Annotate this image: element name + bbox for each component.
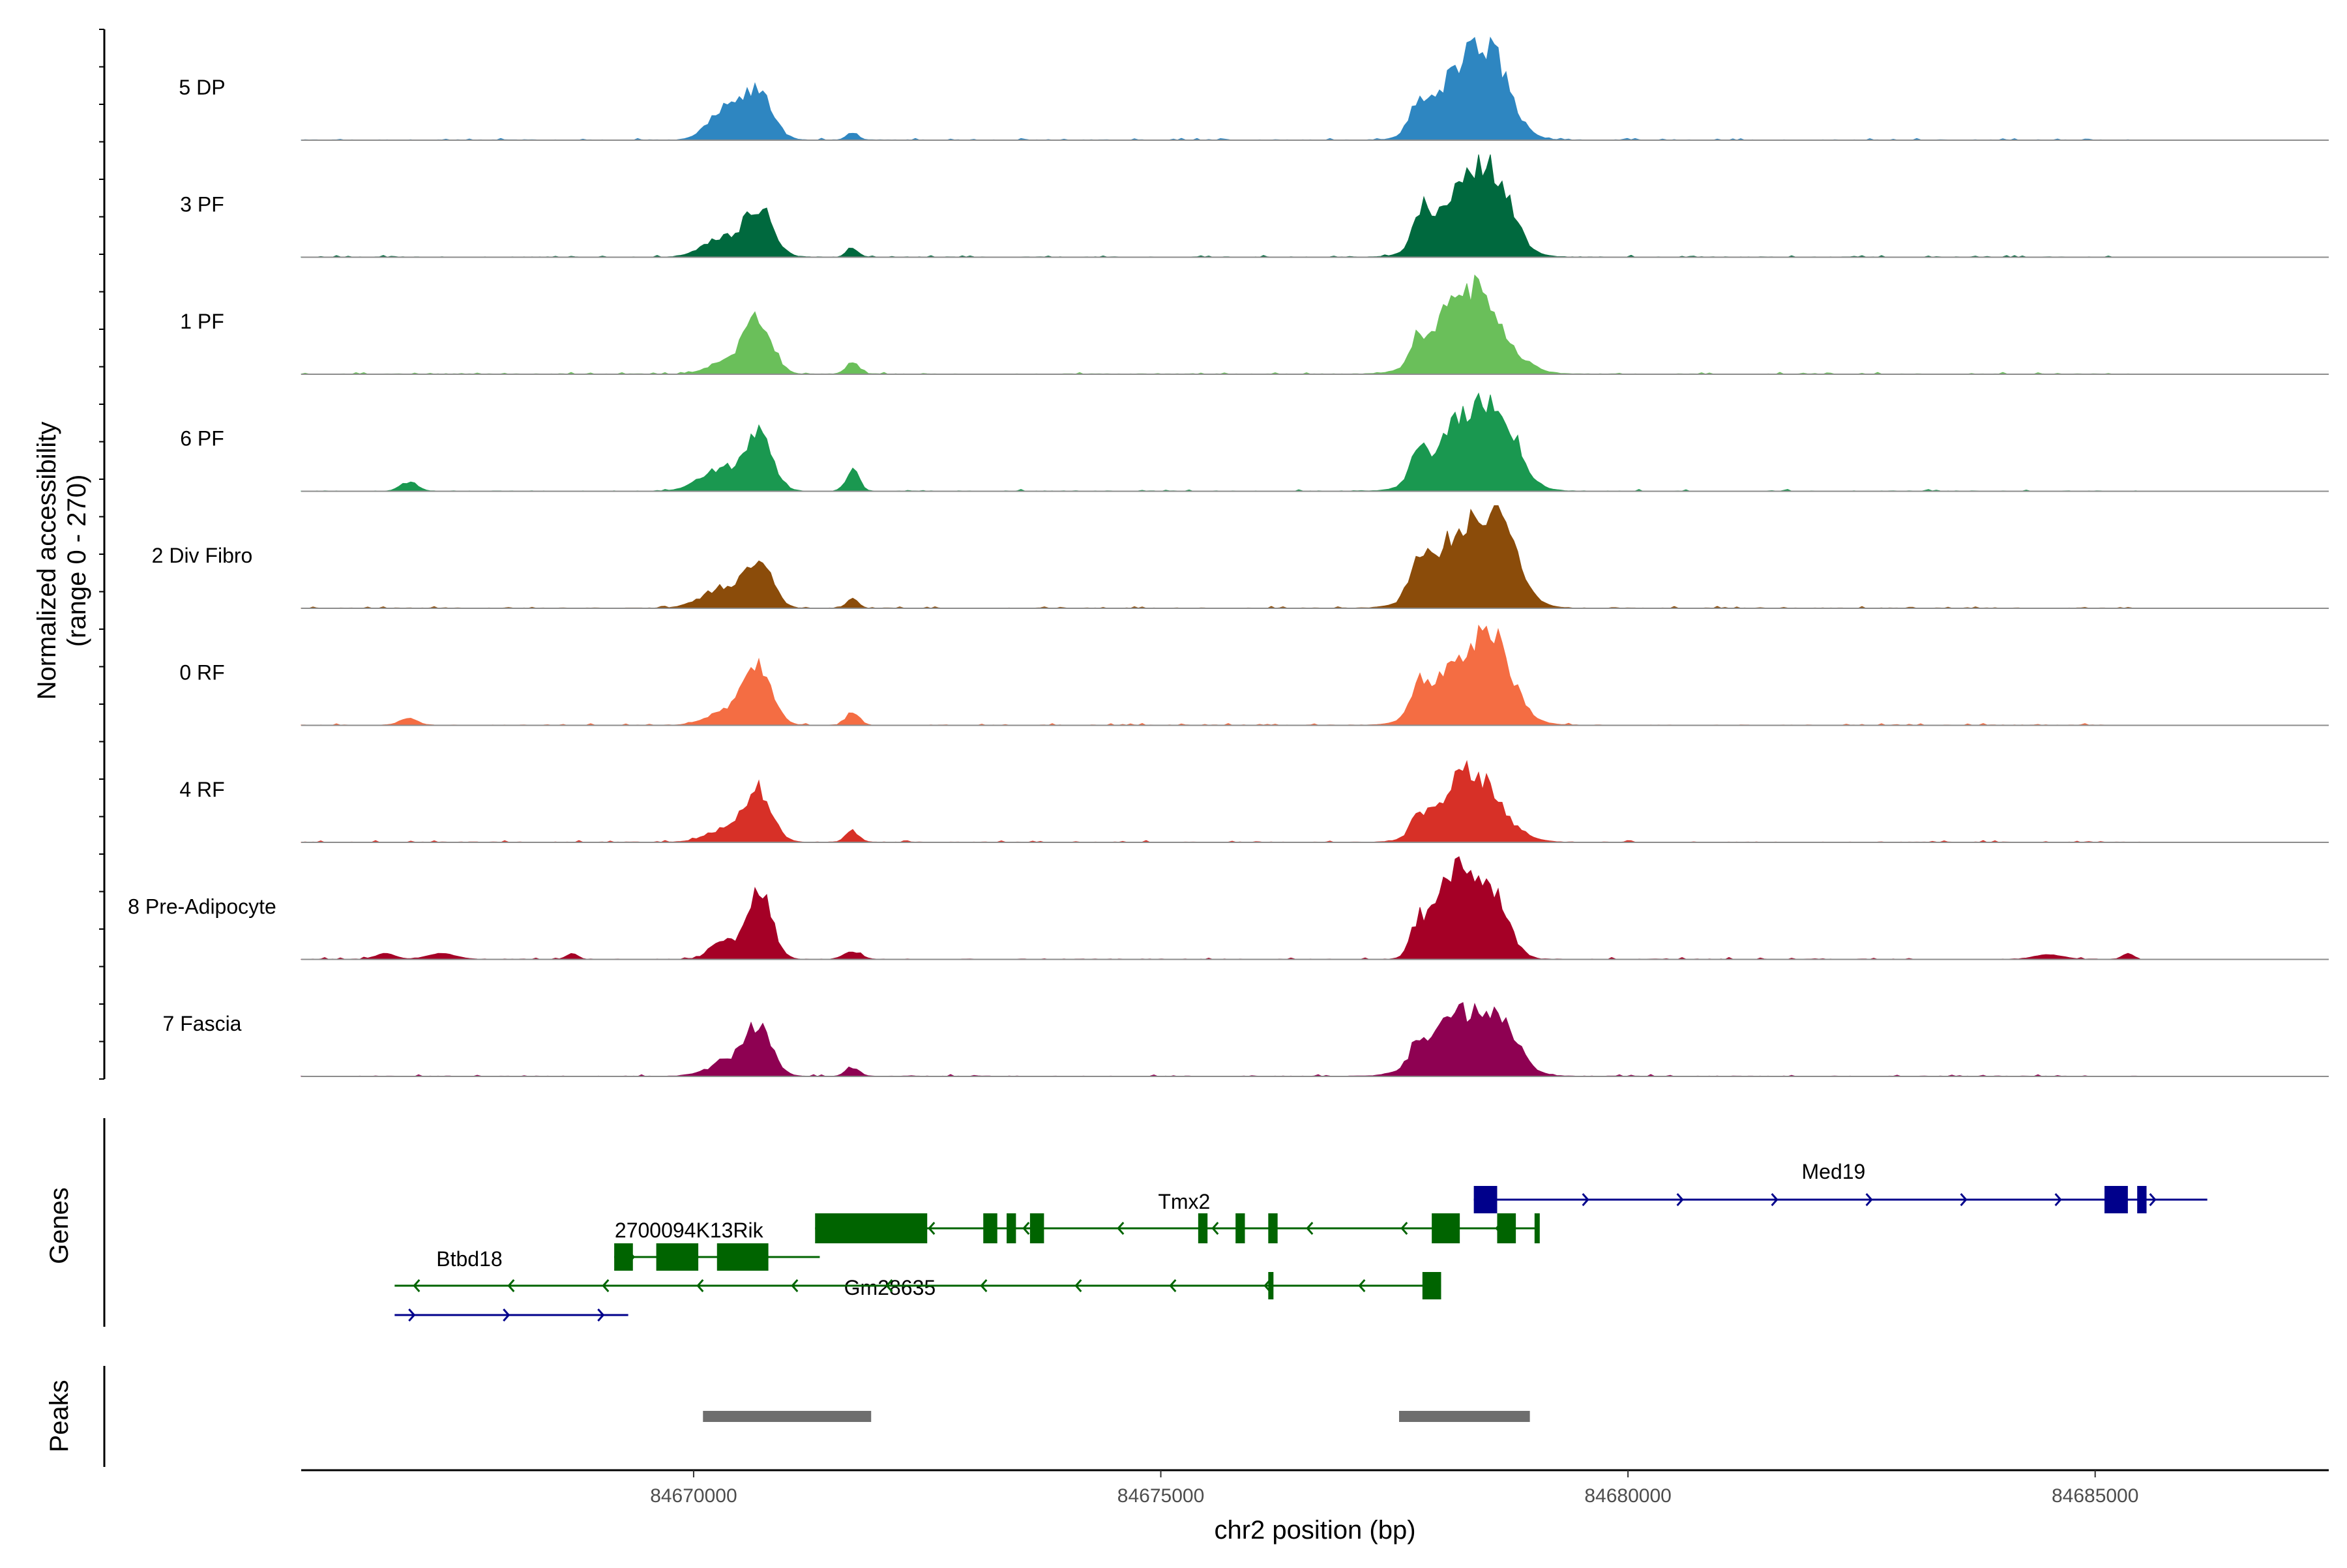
- gene-exon: [1235, 1213, 1245, 1243]
- track-5-dp: 5 DP: [179, 37, 2329, 141]
- gene-label: Med19: [1801, 1160, 1865, 1183]
- gene-label: 2700094K13Rik: [615, 1219, 764, 1242]
- x-tick-label: 84685000: [2052, 1485, 2138, 1507]
- x-axis-title: chr2 position (bp): [1214, 1516, 1415, 1545]
- strand-arrow: [1306, 1222, 1314, 1235]
- gene-tmx2: Tmx2: [815, 1190, 1540, 1243]
- track-0-rf: 0 RF: [179, 624, 2329, 726]
- track-2-div-fibro: 2 Div Fibro: [152, 505, 2329, 609]
- track-area: [301, 505, 2140, 609]
- strand-arrow: [1676, 1193, 1684, 1206]
- track-label: 3 PF: [180, 193, 224, 216]
- track-area: [301, 1001, 2140, 1077]
- gene-unnamed: [394, 1309, 628, 1322]
- track-area: [301, 274, 2140, 375]
- strand-arrow: [408, 1309, 416, 1322]
- track-label: 0 RF: [179, 661, 224, 685]
- gene-exon: [2104, 1186, 2128, 1213]
- gene-exon: [1432, 1213, 1460, 1243]
- track-area: [301, 760, 2140, 843]
- track-area: [301, 37, 2140, 141]
- x-tick-label: 84670000: [650, 1485, 737, 1507]
- gene-med19: Med19: [1473, 1160, 2207, 1213]
- strand-arrow: [602, 1279, 610, 1292]
- track-area: [301, 856, 2140, 960]
- track-area: [301, 154, 2140, 258]
- gene-exon: [614, 1243, 633, 1271]
- track-label: 5 DP: [179, 76, 225, 99]
- track-8-pre-adipocyte: 8 Pre-Adipocyte: [128, 856, 2329, 960]
- strand-arrow: [696, 1279, 704, 1292]
- strand-arrow: [1771, 1193, 1779, 1206]
- strand-arrow: [2149, 1193, 2157, 1206]
- y-axis-title-line: (range 0 - 270): [63, 475, 91, 647]
- strand-arrow: [2054, 1193, 2062, 1206]
- gene-exon: [1422, 1272, 1441, 1299]
- strand-arrow: [1582, 1193, 1589, 1206]
- y-axis-title-line: Normalized accessibility: [33, 422, 61, 700]
- track-label: 7 Fascia: [163, 1012, 242, 1035]
- gene-label: Btbd18: [436, 1247, 502, 1271]
- track-label: 4 RF: [179, 778, 224, 801]
- track-label: 2 Div Fibro: [152, 544, 253, 567]
- gene-exon: [1029, 1213, 1044, 1243]
- strand-arrow: [980, 1279, 988, 1292]
- gene-exon: [1198, 1213, 1208, 1243]
- strand-arrow: [597, 1309, 605, 1322]
- strand-arrow: [1865, 1193, 1873, 1206]
- track-6-pf: 6 PF: [180, 392, 2329, 492]
- strand-arrow: [1211, 1222, 1219, 1235]
- gene-label: Tmx2: [1158, 1190, 1210, 1213]
- track-area: [301, 624, 2140, 726]
- gene-exon: [1268, 1272, 1274, 1299]
- strand-arrow: [507, 1279, 515, 1292]
- gene-exon: [2137, 1186, 2147, 1213]
- track-7-fascia: 7 Fascia: [163, 1001, 2329, 1077]
- track-3-pf: 3 PF: [180, 154, 2329, 258]
- track-area: [301, 392, 2140, 492]
- gene-btbd18: Btbd18: [394, 1247, 1441, 1299]
- gene-exon: [716, 1243, 769, 1271]
- strand-arrow: [1400, 1222, 1408, 1235]
- gene-2700094k13rik: 2700094K13Rik: [614, 1219, 820, 1271]
- strand-arrow: [1960, 1193, 1968, 1206]
- x-tick-label: 84675000: [1117, 1485, 1204, 1507]
- gene-exon: [1007, 1213, 1016, 1243]
- strand-arrow: [413, 1279, 421, 1292]
- gene-exon: [1473, 1186, 1498, 1213]
- gene-exon: [1268, 1213, 1278, 1243]
- strand-arrow: [1117, 1222, 1125, 1235]
- peak-region: [703, 1411, 872, 1422]
- strand-arrow: [503, 1309, 510, 1322]
- strand-arrow: [1169, 1279, 1177, 1292]
- gene-exon: [1497, 1213, 1516, 1243]
- track-label: 1 PF: [180, 310, 224, 333]
- gene-exon: [983, 1213, 997, 1243]
- strand-arrow: [1022, 1222, 1030, 1235]
- gene-exon: [1534, 1213, 1540, 1243]
- gene-exon: [815, 1213, 928, 1243]
- strand-arrow: [1074, 1279, 1082, 1292]
- track-4-rf: 4 RF: [179, 760, 2329, 843]
- strand-arrow: [1358, 1279, 1366, 1292]
- peak-region: [1398, 1411, 1530, 1422]
- track-label: 6 PF: [180, 427, 224, 451]
- track-1-pf: 1 PF: [180, 274, 2329, 375]
- strand-arrow: [791, 1279, 799, 1292]
- peaks-panel-label: Peaks: [45, 1380, 74, 1452]
- strand-arrow: [928, 1222, 936, 1235]
- genes-panel-label: Genes: [45, 1187, 74, 1264]
- y-axis-title: Normalized accessibility(range 0 - 270): [33, 422, 91, 700]
- gene-exon: [656, 1243, 699, 1271]
- x-tick-label: 84680000: [1584, 1485, 1671, 1507]
- strand-arrow: [885, 1279, 893, 1292]
- track-label: 8 Pre-Adipocyte: [128, 895, 276, 919]
